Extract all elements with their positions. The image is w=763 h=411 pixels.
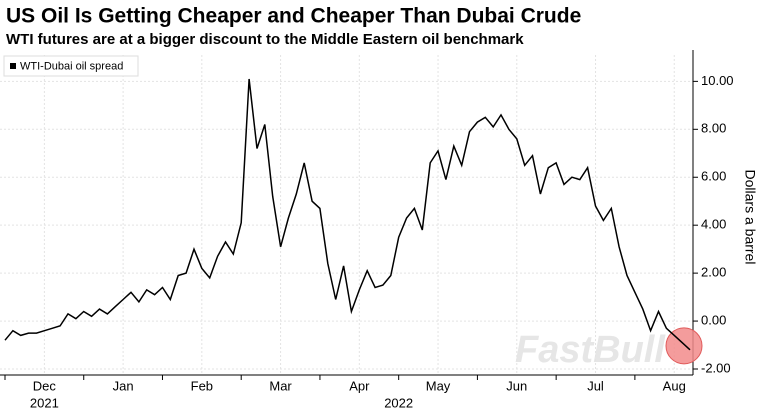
legend: WTI-Dubai oil spread	[3, 55, 139, 77]
x-tick-label: Apr	[349, 378, 370, 393]
y-tick-label: 6.00	[701, 169, 726, 184]
y-tick-label: -2.00	[701, 360, 731, 375]
y-tick-label: 0.00	[701, 313, 726, 328]
y-axis-title: Dollars a barrel	[742, 170, 758, 265]
chart-title: US Oil Is Getting Cheaper and Cheaper Th…	[6, 5, 581, 28]
x-tick-label: May	[426, 378, 451, 393]
watermark: FastBull	[515, 329, 666, 371]
x-tick-label: Dec	[33, 378, 57, 393]
x-year-label: 2022	[384, 395, 413, 410]
y-tick-label: 8.00	[701, 121, 726, 136]
y-tick-label: 2.00	[701, 265, 726, 280]
x-tick-label: Jan	[113, 378, 134, 393]
legend-label: WTI-Dubai oil spread	[20, 60, 123, 72]
line	[4, 78, 691, 351]
chart-subtitle: WTI futures are at a bigger discount to …	[6, 31, 524, 48]
legend-box	[3, 55, 139, 77]
y-tick-label: 10.00	[701, 73, 734, 88]
x-tick-label: Mar	[269, 378, 292, 393]
y-tick-label: 4.00	[701, 217, 726, 232]
x-tick-label: Aug	[663, 378, 686, 393]
x-tick-label: Jun	[506, 378, 527, 393]
x-tick-label: Jul	[587, 378, 604, 393]
legend-swatch	[10, 63, 16, 69]
x-tick-label: Feb	[191, 378, 213, 393]
x-year-label: 2021	[30, 395, 59, 410]
